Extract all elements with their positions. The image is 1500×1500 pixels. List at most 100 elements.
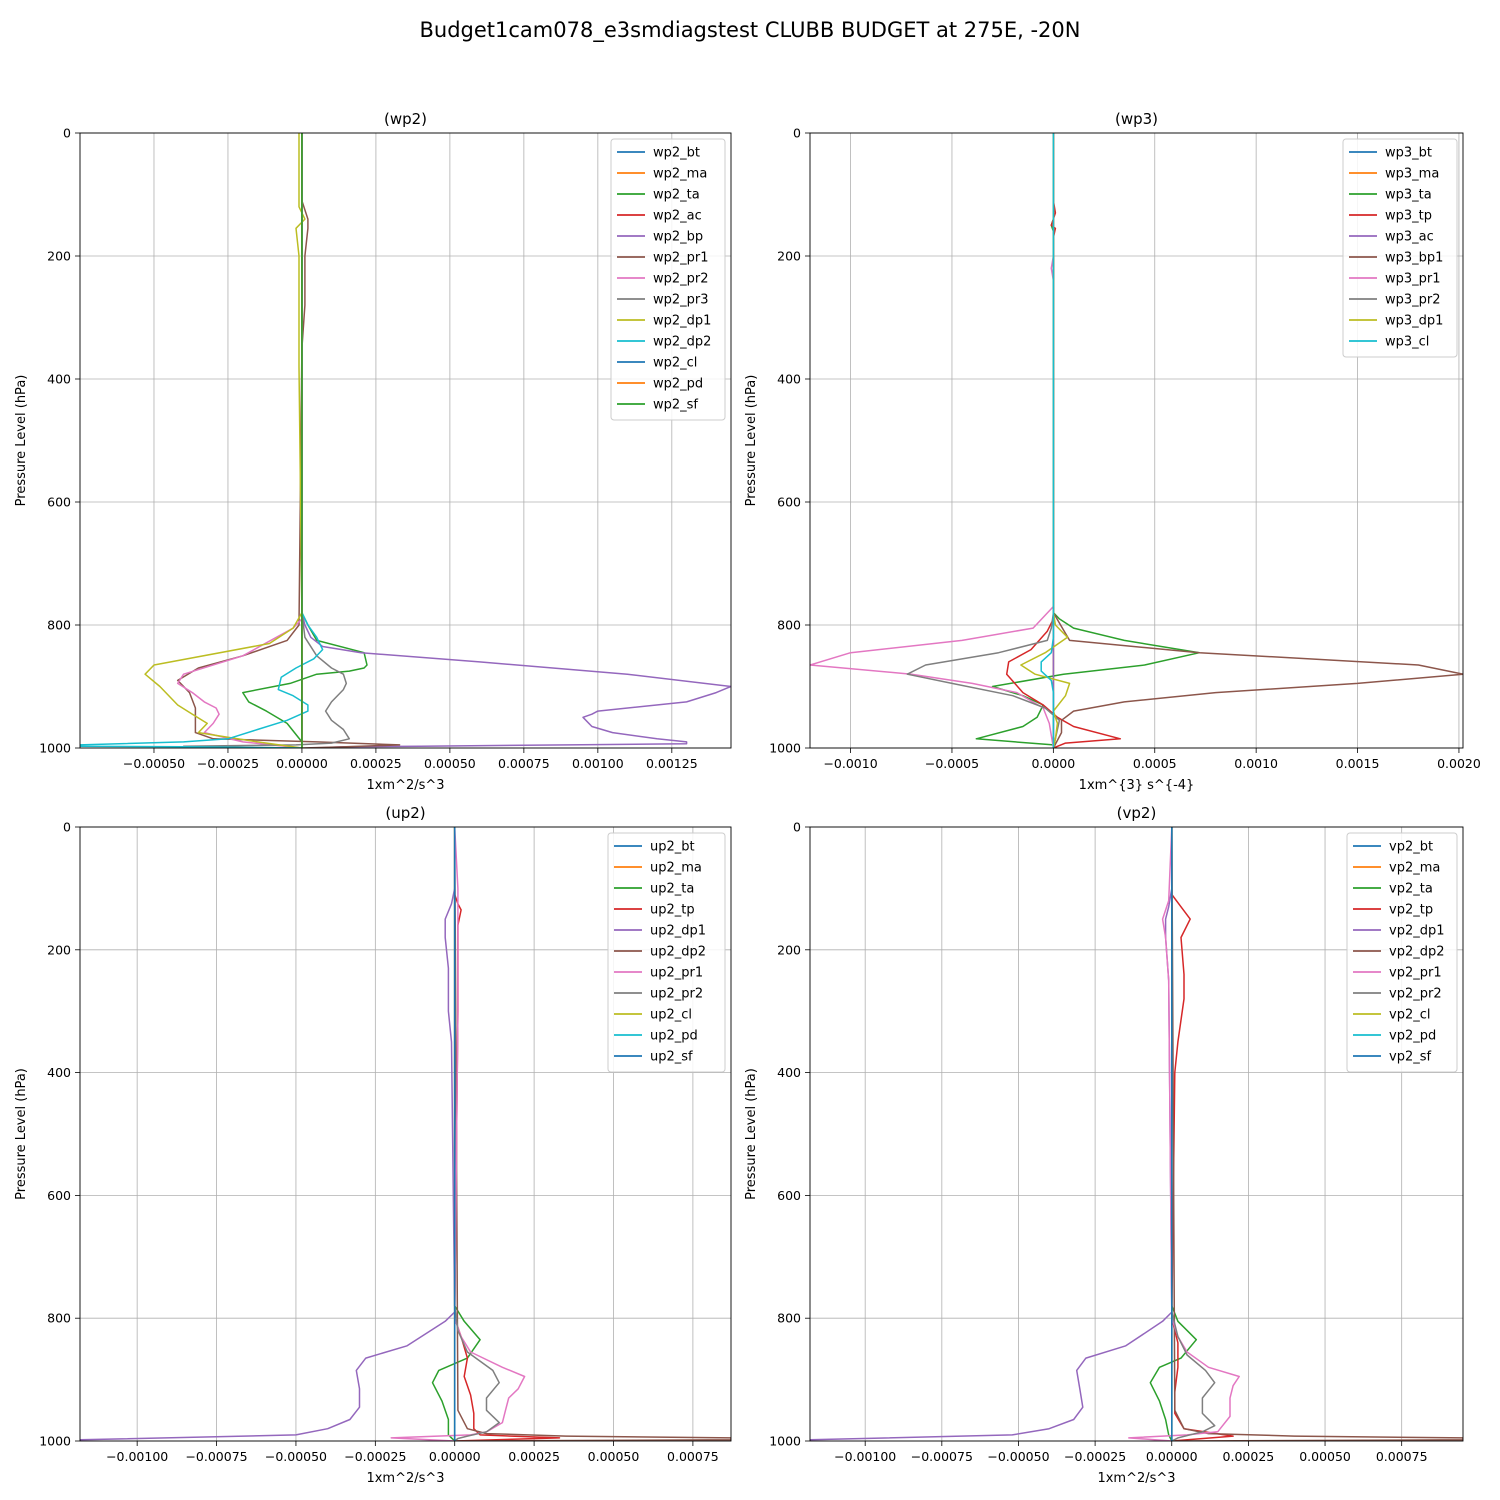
y-tick-label: 800 (777, 1311, 801, 1326)
x-tick-label: −0.00050 (987, 1449, 1049, 1464)
series-line-vp2_tp (1171, 827, 1234, 1441)
series-line-vp2_pr2 (1171, 827, 1216, 1441)
x-tick-label: −0.00050 (123, 756, 185, 771)
x-tick-label: −0.00075 (911, 1449, 973, 1464)
y-tick-label: 600 (777, 1188, 801, 1203)
series-lines (810, 827, 1463, 1441)
plot-frame (79, 132, 732, 749)
legend-label: vp2_ma (1389, 861, 1440, 876)
series-lines (80, 827, 731, 1441)
x-tick-label: 0.00000 (276, 756, 328, 771)
series-line-up2_ta (431, 827, 481, 1441)
legend-label: wp2_cl (653, 356, 697, 371)
legend-label: up2_ta (650, 882, 694, 897)
y-tick-label: 800 (47, 1311, 71, 1326)
figure-title: Budget1cam078_e3smdiagstest CLUBB BUDGET… (420, 18, 1081, 43)
legend-label: wp2_ta (653, 188, 700, 203)
y-tick-label: 800 (777, 618, 801, 633)
panel-title: (up2) (385, 804, 425, 822)
x-tick-label: −0.00025 (344, 1449, 406, 1464)
x-tick-label: 0.0000 (1031, 756, 1075, 771)
y-axis-label: Pressure Level (hPa) (744, 1068, 759, 1200)
legend-label: up2_sf (650, 1050, 693, 1065)
legend-label: wp2_dp2 (653, 335, 711, 350)
legend-label: vp2_cl (1389, 1008, 1430, 1023)
chart-panel-1: −0.00050 −0.00025 0.00000 0.00025 0.00050 0.0… (14, 110, 732, 793)
panel-title: (wp2) (384, 110, 427, 128)
y-tick-label: 400 (777, 372, 801, 387)
y-tick-label: 0 (63, 126, 71, 141)
y-tick-label: 600 (777, 495, 801, 510)
legend-label: up2_pd (650, 1029, 698, 1044)
x-tick-label: −0.0010 (823, 756, 877, 771)
legend-label: wp2_bp (653, 230, 703, 245)
legend: vp2_bt vp2_ma vp2_ta vp2_tp vp2_dp1 vp2_dp2vp… (1346, 832, 1458, 1073)
series-line-vp2_dp2 (1171, 827, 1463, 1441)
y-axis-label: Pressure Level (hPa) (14, 375, 29, 507)
legend-label: wp2_pr2 (653, 272, 709, 287)
plot-frame (809, 132, 1464, 749)
x-tick-label: −0.00075 (185, 1449, 247, 1464)
x-tick-label: 0.0010 (1234, 756, 1278, 771)
y-tick-label: 1000 (769, 741, 801, 756)
series-lines (80, 133, 731, 748)
legend-label: vp2_tp (1389, 903, 1433, 918)
series-line-wp3_cl (1040, 133, 1055, 748)
legend-label: wp2_bt (653, 146, 700, 161)
series-line-wp3_bp1 (1052, 133, 1463, 748)
x-tick-label: 0.0020 (1437, 756, 1481, 771)
series-line-up2_dp1 (80, 827, 456, 1441)
legend-label: wp3_cl (1385, 335, 1429, 350)
x-tick-label: 0.00025 (350, 756, 402, 771)
x-tick-label: 0.00025 (1223, 1449, 1275, 1464)
y-tick-label: 1000 (39, 741, 71, 756)
legend: wp2_bt wp2_ma wp2_ta wp2_ac wp2_bp wp2_pr1 wp2… (610, 138, 726, 421)
y-tick-label: 400 (777, 1065, 801, 1080)
x-tick-label: 0.00050 (588, 1449, 640, 1464)
y-tick-label: 200 (47, 942, 71, 957)
y-tick-label: 600 (47, 495, 71, 510)
x-tick-label: −0.00050 (265, 1449, 327, 1464)
x-tick-label: 0.00075 (667, 1449, 719, 1464)
x-tick-label: 0.00050 (424, 756, 476, 771)
y-tick-label: 800 (47, 618, 71, 633)
series-line-up2_dp2 (453, 827, 731, 1441)
legend-label: wp2_ma (653, 167, 707, 182)
x-tick-label: 0.00000 (1146, 1449, 1198, 1464)
legend-box (607, 832, 726, 1073)
x-axis-label: 1xm^2/s^3 (1097, 1471, 1175, 1486)
legend-box (1346, 832, 1458, 1073)
legend-label: up2_dp1 (650, 924, 706, 939)
legend-label: vp2_dp2 (1389, 945, 1445, 960)
legend-label: wp3_tp (1385, 209, 1432, 224)
legend-label: wp3_bt (1385, 146, 1432, 161)
y-tick-label: 400 (47, 1065, 71, 1080)
y-tick-label: 0 (793, 126, 801, 141)
legend-label: wp3_ac (1385, 230, 1434, 245)
x-tick-label: −0.00025 (1064, 1449, 1126, 1464)
legend-label: up2_pr2 (650, 987, 703, 1002)
legend-label: up2_pr1 (650, 966, 703, 981)
x-axis-label: 1xm^2/s^3 (366, 778, 444, 793)
y-tick-label: 200 (777, 249, 801, 264)
series-line-vp2_dp1 (810, 827, 1173, 1441)
x-tick-label: −0.00025 (197, 756, 259, 771)
plot-frame (809, 826, 1464, 1442)
legend-label: wp2_pr3 (653, 293, 709, 308)
y-axis-label: Pressure Level (hPa) (14, 1068, 29, 1200)
series-lines (810, 133, 1463, 748)
series-line-wp3_pr1 (810, 133, 1055, 748)
series-line-wp2_dp1 (144, 133, 306, 748)
series-line-wp3_dp1 (1020, 133, 1071, 748)
legend-label: wp3_ma (1385, 167, 1439, 182)
series-line-wp2_dp2 (80, 133, 324, 748)
legend-label: vp2_ta (1389, 882, 1433, 897)
legend-label: vp2_pr2 (1389, 987, 1442, 1002)
legend-label: wp3_pr1 (1385, 272, 1441, 287)
legend-label: wp3_dp1 (1385, 314, 1443, 329)
legend-label: vp2_pd (1389, 1029, 1436, 1044)
x-tick-label: −0.00100 (106, 1449, 168, 1464)
y-tick-label: 600 (47, 1188, 71, 1203)
chart-panel-3: −0.00100 −0.00075 −0.00050 −0.00025 0.00000 0… (14, 804, 732, 1486)
legend-label: up2_bt (650, 840, 695, 855)
